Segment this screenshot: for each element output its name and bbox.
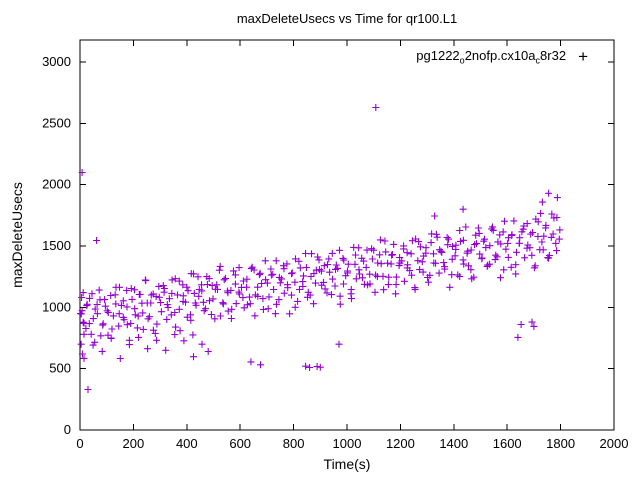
tick-labels: 0 200 400 600 800 1000 1200 1400 1600 1800 2000 0 50… <box>42 54 628 451</box>
x-axis-label: Time(s) <box>323 456 371 472</box>
svg-text:1000: 1000 <box>42 299 71 314</box>
svg-text:200: 200 <box>123 436 145 451</box>
svg-text:2000: 2000 <box>600 436 629 451</box>
svg-text:1800: 1800 <box>546 436 575 451</box>
svg-text:0: 0 <box>64 422 71 437</box>
svg-text:3000: 3000 <box>42 54 71 69</box>
svg-text:2500: 2500 <box>42 115 71 130</box>
svg-text:400: 400 <box>176 436 198 451</box>
axis-ticks <box>79 40 615 431</box>
scatter-points <box>77 104 564 393</box>
svg-text:1000: 1000 <box>333 436 362 451</box>
svg-text:1200: 1200 <box>386 436 415 451</box>
svg-text:600: 600 <box>229 436 251 451</box>
svg-text:1600: 1600 <box>493 436 522 451</box>
legend-plus-marker-icon: + <box>578 47 588 67</box>
svg-text:800: 800 <box>283 436 305 451</box>
plot-border <box>79 39 615 431</box>
svg-text:1400: 1400 <box>439 436 468 451</box>
svg-text:2000: 2000 <box>42 177 71 192</box>
svg-text:1500: 1500 <box>42 238 71 253</box>
svg-text:500: 500 <box>49 361 71 376</box>
legend: pg1222o2nofp.cx10ac8r32 + <box>416 48 588 66</box>
chart-title: maxDeleteUsecs vs Time for qr100.L1 <box>236 11 458 26</box>
legend-label: pg1222o2nofp.cx10ac8r32 <box>416 48 567 66</box>
svg-text:0: 0 <box>76 436 83 451</box>
